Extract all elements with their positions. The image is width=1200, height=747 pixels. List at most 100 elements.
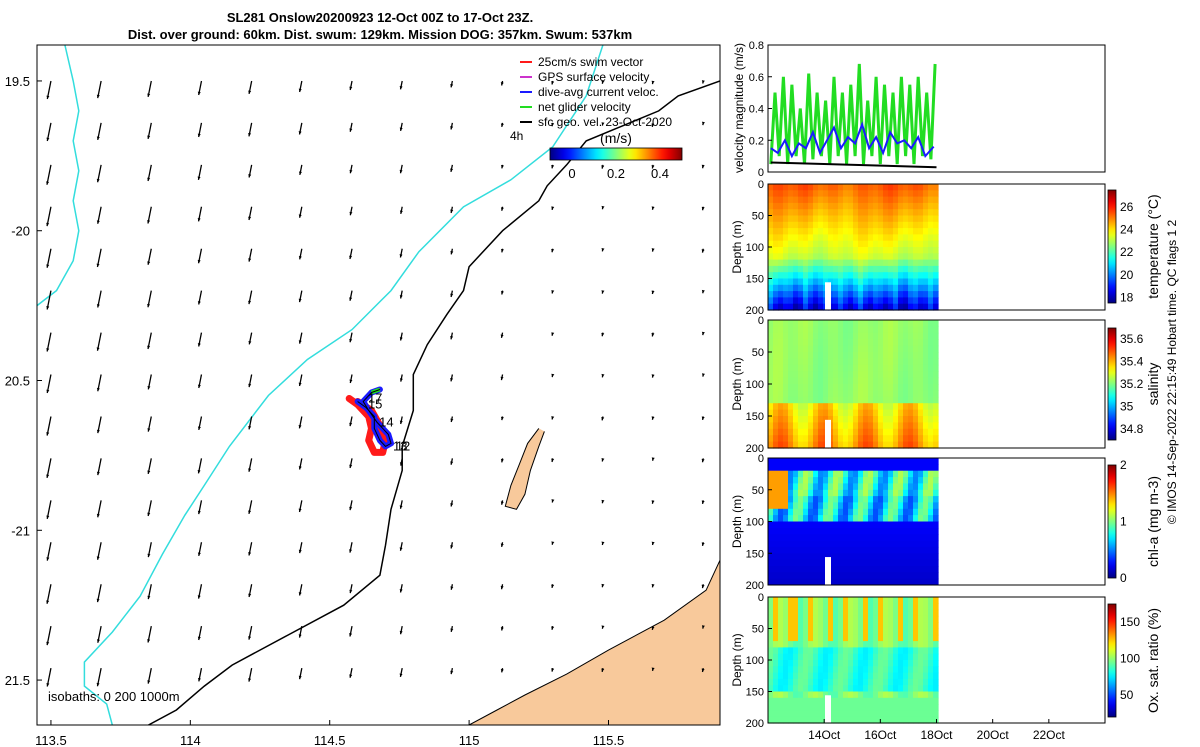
oxygen-cell — [768, 704, 774, 711]
salinity-cell — [853, 377, 859, 385]
temperature-cell — [853, 284, 859, 292]
temperature-cell — [843, 196, 849, 204]
temperature-cell — [913, 221, 919, 229]
temperature-cell — [823, 196, 829, 204]
temperature-cell — [793, 202, 799, 210]
oxygen-cell — [873, 685, 879, 693]
temperature-cell — [928, 184, 934, 191]
salinity-cell — [793, 320, 799, 327]
oxygen-cell — [793, 647, 799, 655]
salinity-cell — [868, 390, 874, 398]
temperature-cell — [923, 184, 929, 191]
oxygen-cell — [893, 615, 899, 623]
chlorophyll-cell — [853, 553, 859, 561]
oxygen-cell — [868, 603, 874, 611]
chlorophyll-cell — [828, 515, 834, 522]
temperature-cell — [913, 240, 919, 248]
salinity-cell — [838, 358, 844, 366]
chlorophyll-y-tick-label: 0 — [758, 453, 764, 465]
chlorophyll-cell — [783, 502, 789, 510]
temperature-cell — [918, 228, 924, 235]
oxygen-cell — [873, 678, 879, 686]
salinity-cell — [788, 422, 794, 430]
temperature-cell — [903, 202, 909, 210]
chlorophyll-cell — [783, 559, 789, 567]
oxygen-cell — [843, 672, 849, 680]
salinity-cell — [833, 416, 839, 423]
salinity-cell — [903, 441, 909, 449]
temperature-cell — [893, 303, 899, 311]
chlorophyll-cell — [868, 508, 874, 516]
temperature-cell — [933, 196, 939, 204]
salinity-colorbar — [1107, 327, 1117, 441]
oxygen-cell — [873, 660, 879, 667]
salinity-cell — [803, 377, 809, 385]
salinity-cell — [833, 371, 839, 379]
salinity-cell — [788, 377, 794, 385]
oxygen-cell — [833, 615, 839, 623]
salinity-cell — [878, 371, 884, 379]
temperature-cell — [893, 265, 899, 273]
chlorophyll-cell — [843, 489, 849, 497]
salinity-cell — [858, 371, 864, 379]
chlorophyll-cell — [928, 515, 934, 522]
chlorophyll-cell — [848, 458, 854, 465]
legend-entry: net glider velocity — [538, 100, 631, 114]
oxygen-cell — [778, 622, 784, 630]
salinity-cell — [798, 403, 804, 411]
salinity-cell — [858, 352, 864, 359]
temperature-cell — [773, 253, 779, 261]
chlorophyll-cell — [768, 470, 774, 478]
salinity-cell — [848, 358, 854, 366]
current-arrowhead — [197, 677, 201, 682]
salinity-cell — [923, 358, 929, 366]
temperature-cell — [928, 272, 934, 280]
salinity-cell — [793, 384, 799, 391]
temperature-cell — [788, 190, 794, 198]
temperature-cell — [923, 221, 929, 229]
chlorophyll-cell — [818, 515, 824, 522]
salinity-cell — [788, 396, 794, 404]
chlorophyll-cell — [778, 553, 784, 561]
chlorophyll-cell — [903, 559, 909, 567]
salinity-cell — [873, 428, 879, 436]
chlorophyll-cell — [783, 546, 789, 554]
chlorophyll-cell — [808, 540, 814, 548]
chlorophyll-cell — [888, 508, 894, 516]
chlorophyll-cell — [773, 502, 779, 510]
chlorophyll-cell — [908, 553, 914, 561]
temperature-cell — [838, 278, 844, 286]
chlorophyll-cell — [833, 470, 839, 478]
oxygen-cell — [903, 672, 909, 680]
temperature-cell — [913, 265, 919, 273]
temperature-cell — [828, 190, 834, 198]
oxygen-cell — [853, 704, 859, 711]
chlorophyll-cell — [903, 553, 909, 561]
chlorophyll-cell — [838, 559, 844, 567]
salinity-cell — [783, 320, 789, 327]
temperature-cell — [868, 234, 874, 242]
temperature-cell — [873, 291, 879, 298]
temperature-cell — [918, 253, 924, 261]
temperature-cell — [868, 272, 874, 280]
salinity-cell — [863, 409, 869, 417]
oxygen-cell — [838, 609, 844, 617]
current-arrowhead — [96, 94, 100, 99]
oxygen-cell — [853, 666, 859, 674]
temperature-cell — [858, 253, 864, 261]
salinity-cell — [833, 384, 839, 391]
salinity-cell — [868, 422, 874, 430]
salinity-cell — [883, 409, 889, 417]
temperature-cell — [918, 291, 924, 298]
salinity-cell — [928, 435, 934, 443]
chlorophyll-cell — [783, 508, 789, 516]
salinity-cell — [838, 416, 844, 423]
current-arrowhead — [500, 376, 504, 381]
oxygen-cell — [923, 672, 929, 680]
temperature-cell — [808, 297, 814, 305]
current-arrowhead — [701, 206, 705, 211]
oxygen-cell — [803, 716, 809, 724]
chlorophyll-cell — [768, 553, 774, 561]
temperature-cell — [858, 297, 864, 305]
salinity-cell — [878, 320, 884, 327]
